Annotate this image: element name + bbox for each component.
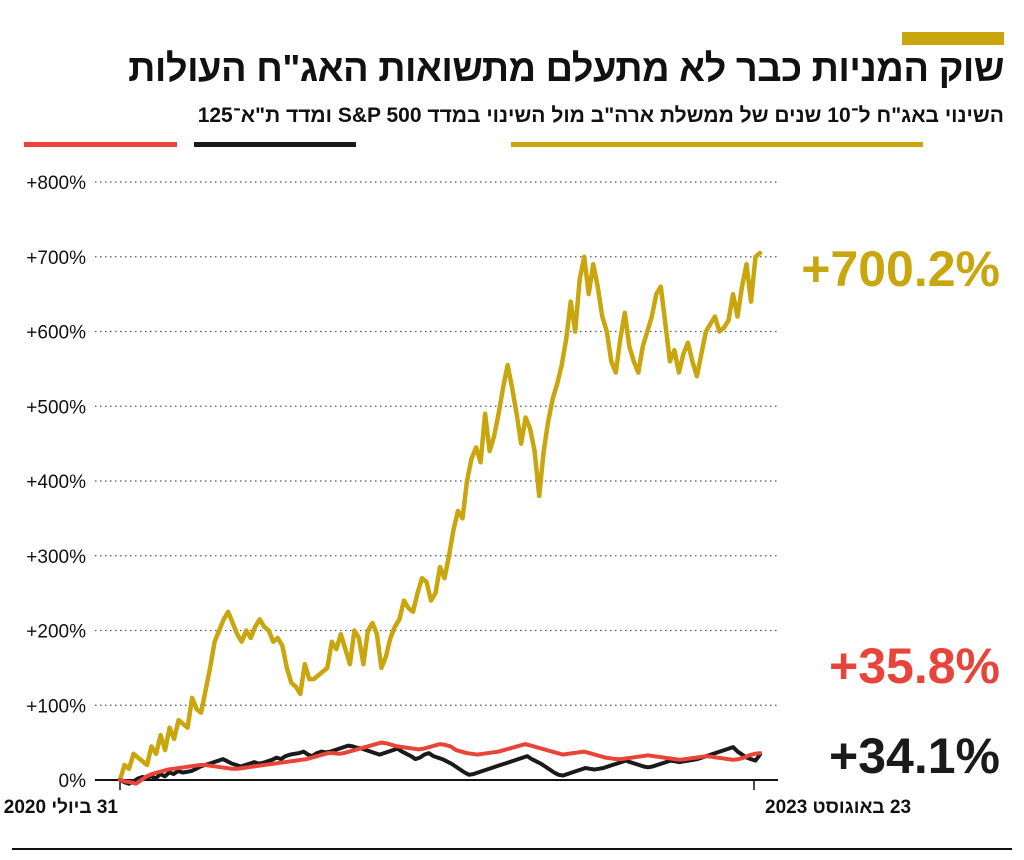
y-tick-label: +100% bbox=[26, 696, 86, 717]
y-tick-label: +800% bbox=[26, 173, 86, 194]
legend-line-sp500 bbox=[194, 142, 356, 147]
y-tick-label: +700% bbox=[26, 248, 86, 269]
chart-title: שוק המניות כבר לא מתעלם מתשואות האג"ח הע… bbox=[128, 48, 1004, 90]
legend-line-bond bbox=[511, 142, 923, 147]
x-label-end: 23 באוגוסט 2023 bbox=[765, 797, 911, 818]
title-accent-bar bbox=[902, 32, 1004, 45]
series-line-bond bbox=[117, 250, 763, 783]
chart-subtitle: השינוי באג"ח ל־10 שנים של ממשלת ארה"ב מו… bbox=[197, 104, 1004, 127]
y-tick-label: +200% bbox=[26, 622, 86, 643]
bottom-rule bbox=[12, 848, 1012, 850]
legend-line-ta125 bbox=[24, 142, 177, 147]
y-tick-label: +400% bbox=[26, 472, 86, 493]
series-line-sp500 bbox=[118, 743, 762, 786]
x-label-start: 31 ביולי 2020 bbox=[4, 797, 119, 818]
y-tick-label: +300% bbox=[26, 547, 86, 568]
y-tick-label: +500% bbox=[26, 397, 86, 418]
end-label-bond: +700.2% bbox=[801, 241, 1000, 297]
end-label-sp500: +34.1% bbox=[829, 728, 1000, 784]
y-tick-label: +600% bbox=[26, 323, 86, 344]
y-tick-label: 0% bbox=[59, 771, 87, 792]
end-label-ta125: +35.8% bbox=[829, 638, 1000, 694]
series-line-ta125 bbox=[118, 740, 762, 786]
